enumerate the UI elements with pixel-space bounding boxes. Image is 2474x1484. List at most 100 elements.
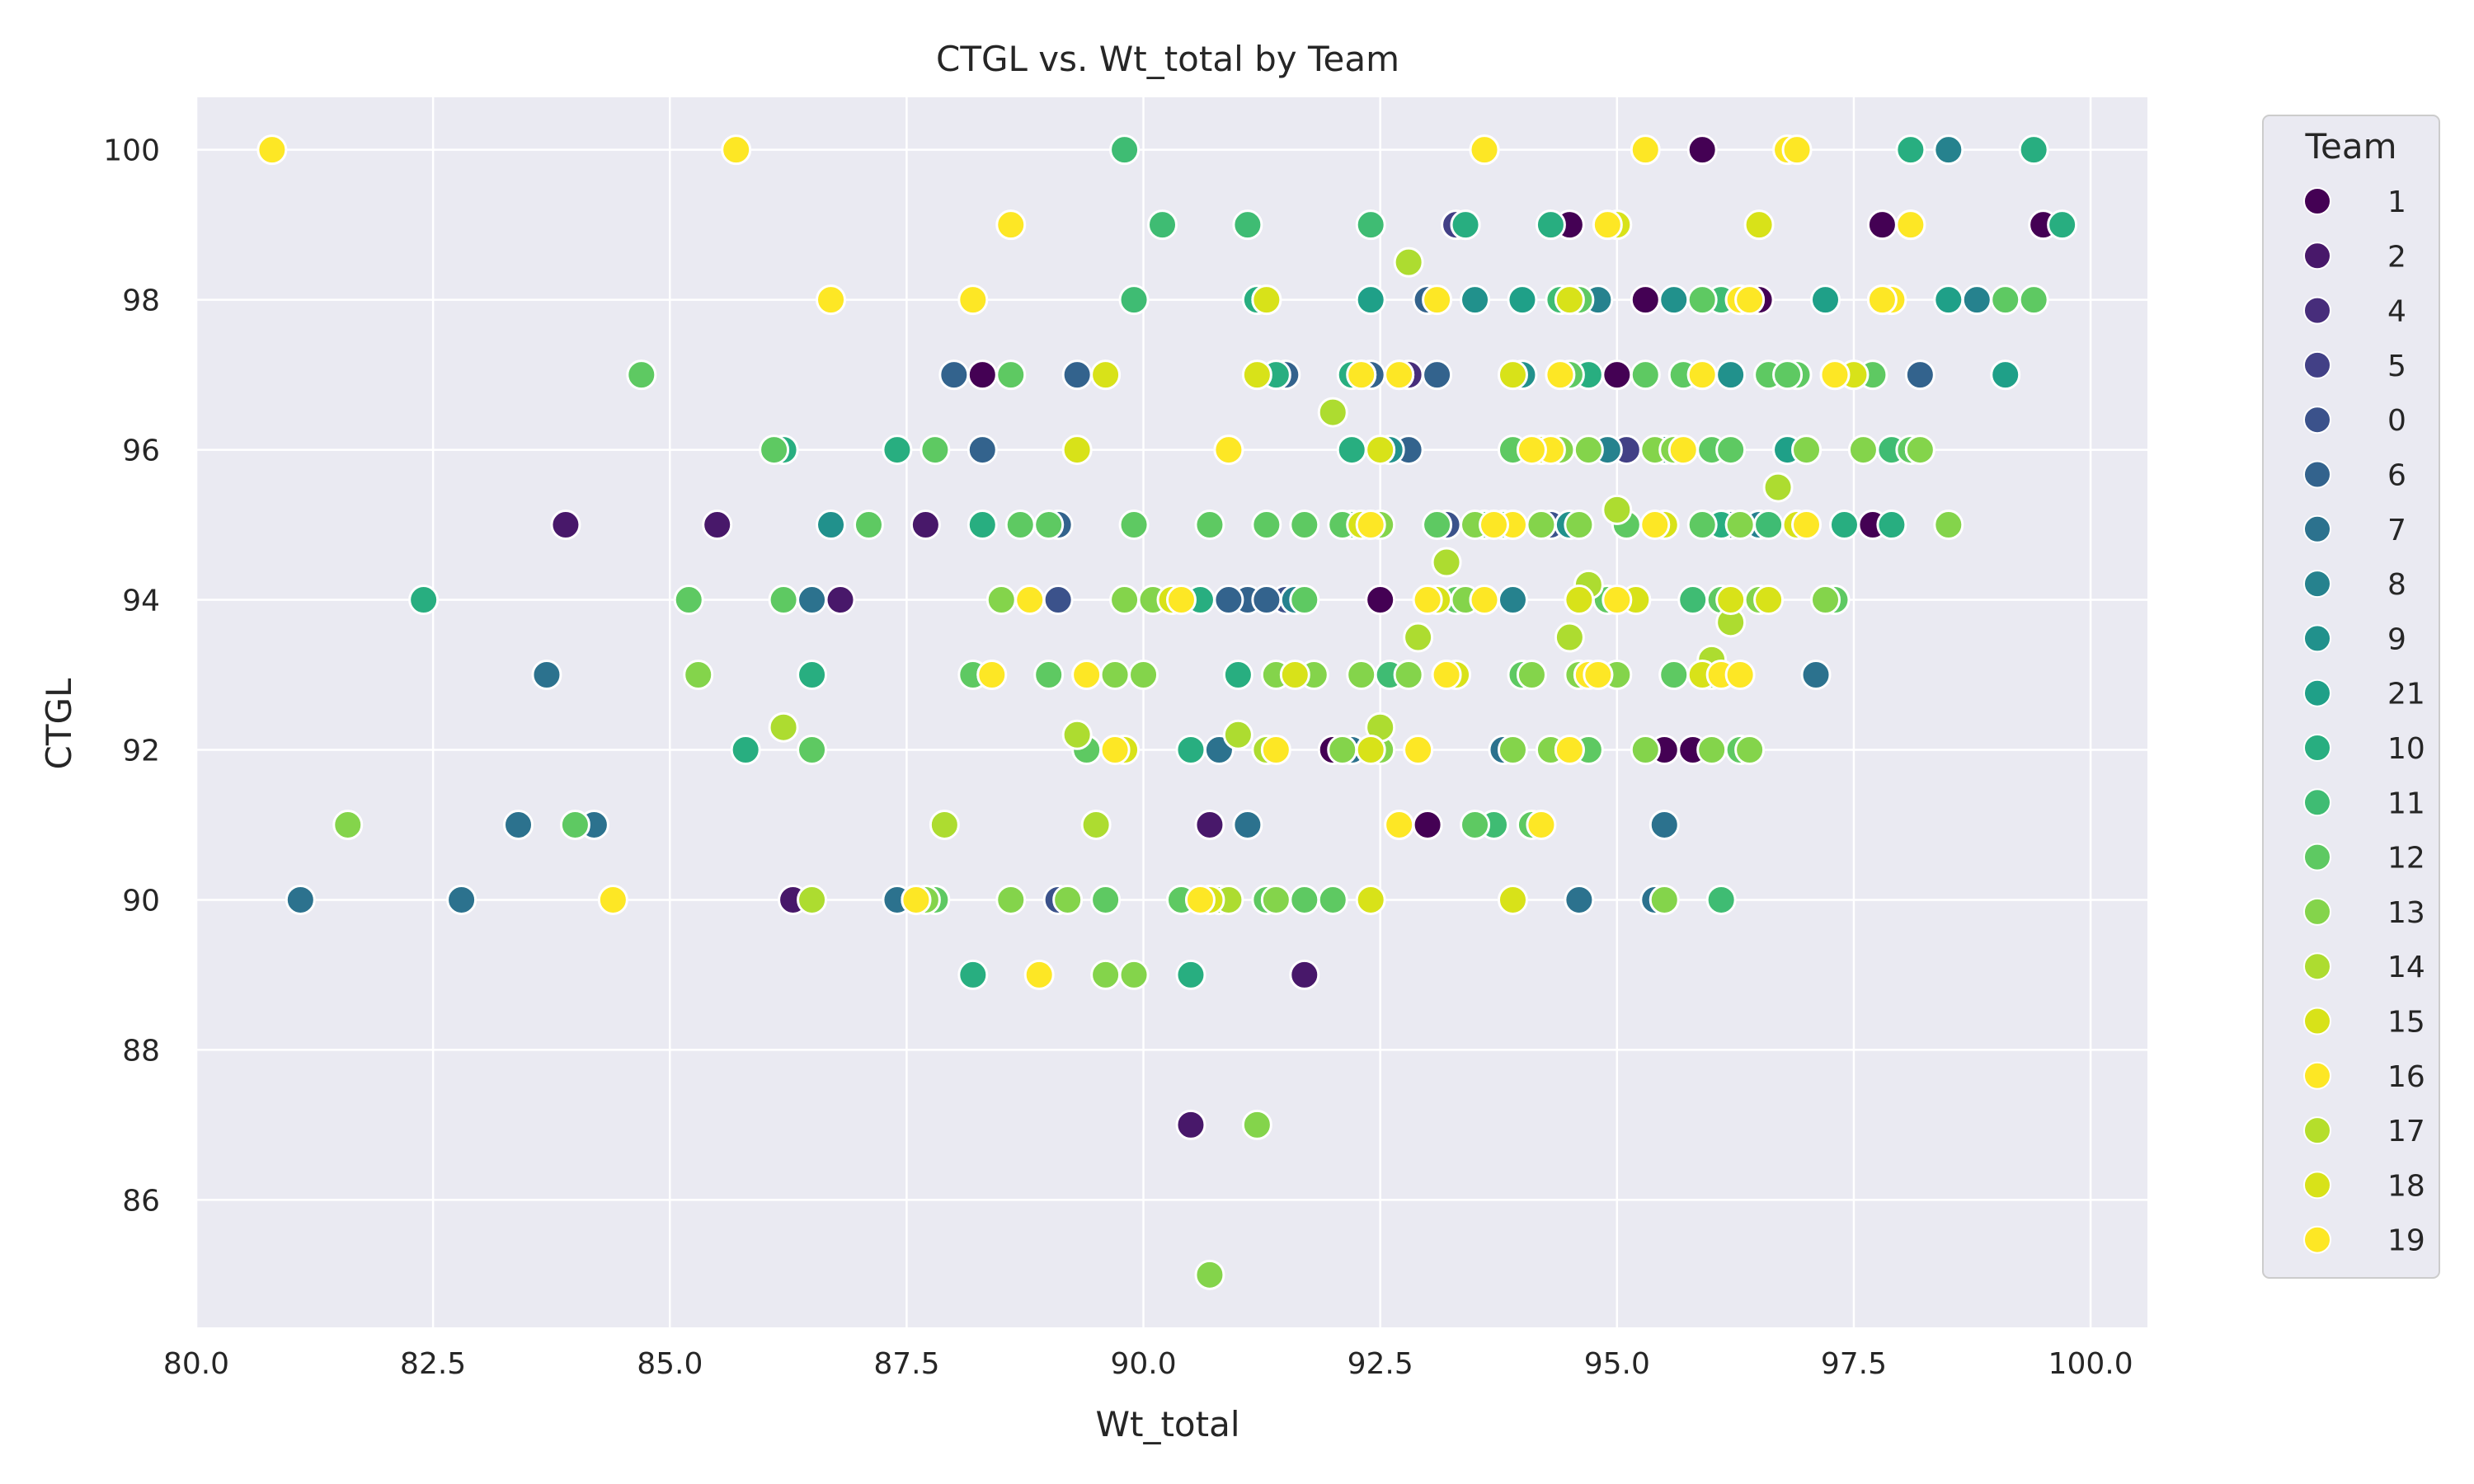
data-point-team-13	[1809, 585, 1841, 616]
data-point-team-6	[1213, 585, 1244, 616]
data-point-team-12	[1317, 884, 1348, 915]
data-point-team-14	[1403, 622, 1434, 653]
data-point-team-16	[1630, 134, 1661, 166]
data-point-team-10	[2018, 134, 2049, 166]
data-point-team-13	[1630, 734, 1661, 765]
data-point-team-16	[1099, 734, 1131, 765]
data-point-team-14	[1317, 397, 1348, 428]
data-point-team-16	[1583, 660, 1614, 691]
data-point-team-12	[1422, 510, 1453, 541]
data-point-team-12	[995, 359, 1027, 391]
data-point-team-15	[1061, 434, 1093, 466]
data-point-team-13	[1099, 660, 1131, 691]
y-tick-label: 100	[103, 134, 160, 168]
data-point-team-16	[1346, 359, 1377, 391]
legend-label: 17	[2387, 1115, 2425, 1148]
data-point-team-12	[1715, 434, 1747, 466]
data-point-team-6	[1061, 359, 1093, 391]
y-tick-label: 96	[122, 434, 160, 468]
data-point-team-15	[1251, 284, 1282, 316]
data-point-team-16	[1602, 585, 1633, 616]
data-point-team-16	[1639, 510, 1671, 541]
data-point-team-16	[1724, 660, 1756, 691]
x-tick-label: 97.5	[1821, 1347, 1887, 1381]
data-point-team-7	[1800, 660, 1832, 691]
x-tick-labels: 80.0 82.5 85.0 87.5 90.0 92.5 95.0 97.5 100.0	[163, 1347, 2133, 1381]
data-point-team-16	[1734, 284, 1766, 316]
data-point-team-16	[1516, 434, 1547, 466]
legend-marker	[2303, 1171, 2331, 1200]
data-point-team-12	[1990, 284, 2021, 316]
data-point-team-16	[1592, 209, 1623, 241]
data-point-team-12	[1289, 510, 1320, 541]
data-point-team-12	[1686, 284, 1718, 316]
data-point-team-15	[1355, 734, 1386, 765]
data-point-team-2	[550, 510, 581, 541]
data-point-team-10	[1222, 660, 1253, 691]
data-point-team-8	[1933, 134, 1964, 166]
data-point-team-12	[797, 734, 828, 765]
data-point-team-12	[626, 359, 657, 391]
legend-label: 10	[2387, 732, 2425, 766]
x-axis-label: Wt_total	[1095, 1404, 1239, 1444]
data-point-team-11	[1232, 209, 1263, 241]
legend-label: 15	[2387, 1006, 2425, 1040]
data-point-team-13	[1346, 660, 1377, 691]
data-point-team-13	[332, 809, 364, 840]
data-point-team-12	[2018, 284, 2049, 316]
y-tick-label: 94	[122, 585, 160, 618]
data-point-team-10	[2047, 209, 2078, 241]
y-tick-labels: 86 88 90 92 94 96 98 100	[103, 134, 160, 1219]
data-point-team-0	[1042, 585, 1074, 616]
data-point-team-13	[985, 585, 1017, 616]
data-point-team-16	[1686, 359, 1718, 391]
data-point-team-14	[1554, 622, 1585, 653]
data-point-team-16	[1023, 959, 1055, 990]
data-point-team-10	[1175, 959, 1206, 990]
data-point-team-16	[1469, 585, 1500, 616]
data-point-team-2	[825, 585, 856, 616]
data-point-team-10	[408, 585, 440, 616]
data-point-team-13	[1497, 734, 1528, 765]
data-point-team-10	[967, 510, 998, 541]
legend-marker	[2303, 1061, 2331, 1090]
data-point-team-12	[853, 510, 884, 541]
data-point-team-10	[1876, 510, 1907, 541]
data-point-team-13	[1696, 734, 1728, 765]
legend-label: 6	[2387, 459, 2406, 493]
data-point-team-1	[1365, 585, 1396, 616]
data-point-team-1	[1866, 209, 1898, 241]
data-point-team-13	[1847, 434, 1879, 466]
y-tick-label: 86	[122, 1184, 160, 1218]
legend-marker	[2303, 242, 2331, 270]
data-point-team-13	[1791, 434, 1823, 466]
data-point-team-9	[1658, 284, 1690, 316]
data-point-team-12	[1289, 585, 1320, 616]
data-point-team-14	[1061, 719, 1093, 750]
legend-label: 4	[2387, 295, 2406, 329]
data-point-team-6	[967, 434, 998, 466]
y-axis-label: CTGL	[39, 678, 79, 770]
legend-label: 0	[2387, 404, 2406, 438]
data-point-team-16	[1384, 359, 1415, 391]
data-point-team-13	[1393, 660, 1424, 691]
data-point-team-16	[1526, 809, 1557, 840]
data-point-team-11	[1147, 209, 1178, 241]
data-point-team-16	[1422, 284, 1453, 316]
data-point-team-16	[1431, 660, 1462, 691]
data-point-team-16	[1866, 284, 1898, 316]
legend-marker	[2303, 788, 2331, 817]
data-point-team-21	[1507, 284, 1538, 316]
legend-label: 18	[2387, 1169, 2425, 1203]
data-point-team-13	[1933, 510, 1964, 541]
data-point-team-15	[1279, 660, 1310, 691]
legend-label: 16	[2387, 1060, 2425, 1094]
data-point-team-7	[446, 884, 477, 915]
data-point-team-2	[702, 510, 733, 541]
data-point-team-15	[1355, 884, 1386, 915]
data-point-team-15	[1554, 284, 1585, 316]
data-point-team-16	[1819, 359, 1851, 391]
data-point-team-13	[1194, 1259, 1225, 1290]
